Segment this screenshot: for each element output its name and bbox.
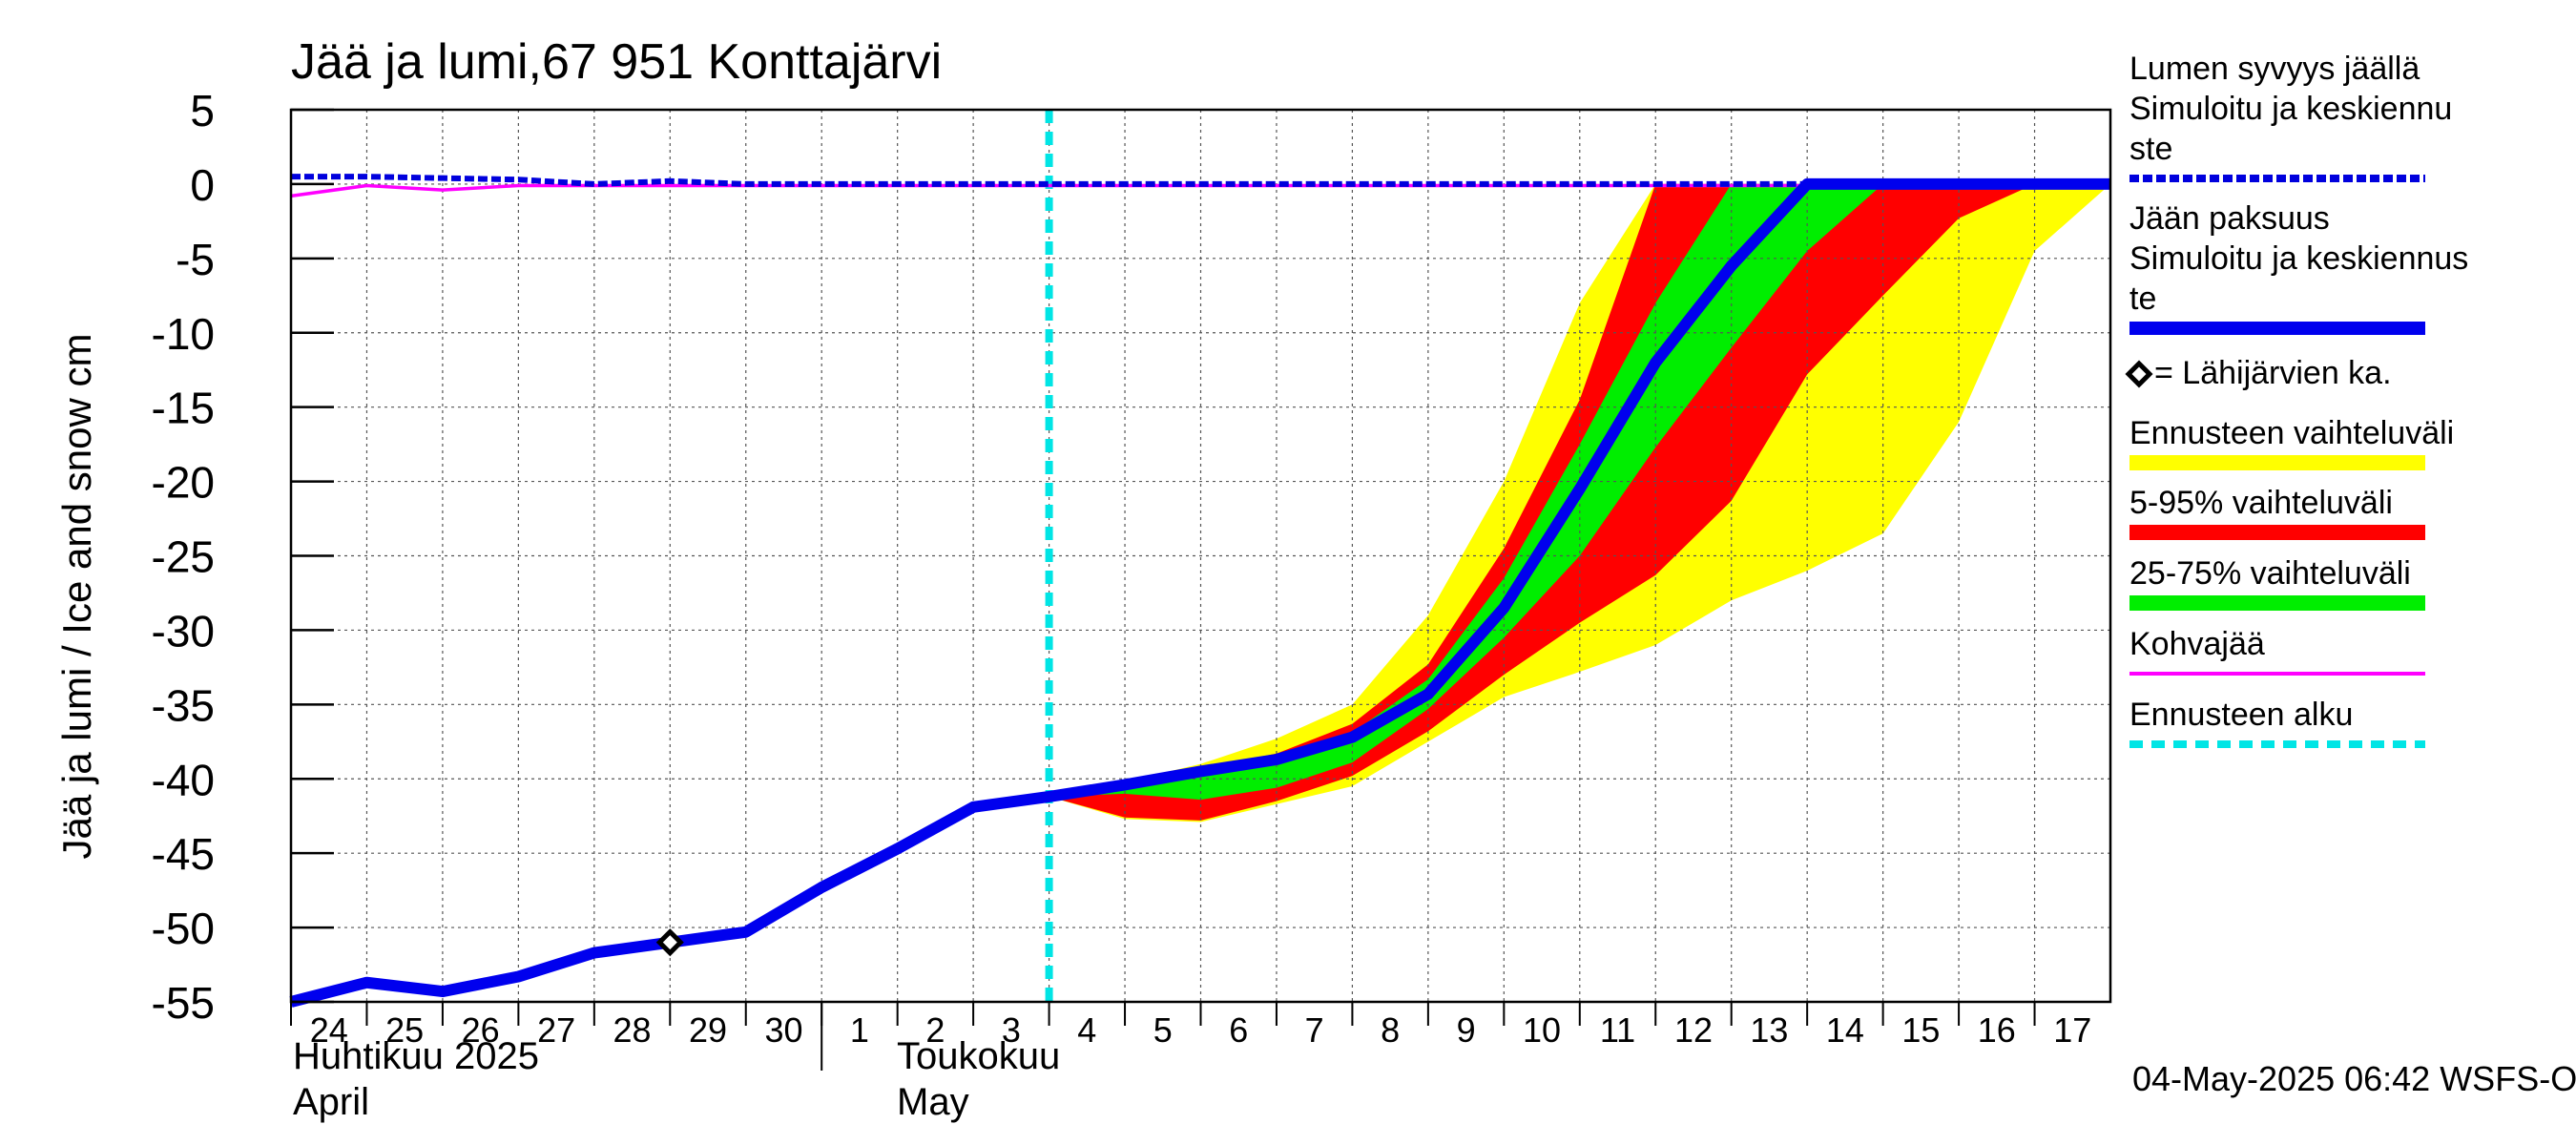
- y-tick-label: -5: [176, 235, 215, 284]
- legend-label: Kohvajää: [2129, 626, 2265, 662]
- legend-label: = Lähijärvien ka.: [2154, 355, 2392, 391]
- legend-label-line2: Simuloitu ja keskiennu: [2129, 91, 2452, 127]
- x-tick-label: 13: [1750, 1010, 1788, 1050]
- x-tick-label: 3: [1002, 1010, 1021, 1050]
- x-tick-label: 2: [925, 1010, 945, 1050]
- legend-label: Lumen syvyys jäällä: [2129, 51, 2420, 87]
- y-axis-label: Jää ja lumi / Ice and snow cm: [54, 334, 99, 860]
- chart-title: Jää ja lumi,67 951 Konttajärvi: [291, 34, 942, 90]
- y-tick-label: -25: [152, 532, 215, 582]
- x-tick-label: 8: [1381, 1010, 1400, 1050]
- x-tick-label: 16: [1978, 1010, 2016, 1050]
- timestamp: 04-May-2025 06:42 WSFS-O: [2132, 1059, 2576, 1098]
- y-tick-label: -40: [152, 755, 215, 804]
- y-tick-label: -45: [152, 829, 215, 879]
- x-tick-label: 4: [1077, 1010, 1096, 1050]
- y-tick-label: 5: [190, 86, 215, 135]
- x-tick-label: 26: [462, 1010, 500, 1050]
- month-label-en: April: [293, 1081, 369, 1123]
- month-label-en: May: [897, 1081, 969, 1123]
- x-tick-label: 17: [2053, 1010, 2091, 1050]
- x-tick-label: 29: [689, 1010, 727, 1050]
- y-tick-label: -15: [152, 384, 215, 433]
- y-tick-label: -55: [152, 978, 215, 1028]
- y-tick-label: -30: [152, 606, 215, 656]
- x-tick-label: 1: [850, 1010, 869, 1050]
- x-tick-label: 15: [1901, 1010, 1940, 1050]
- legend-label-line3: te: [2129, 281, 2156, 317]
- x-tick-label: 24: [310, 1010, 348, 1050]
- x-tick-label: 10: [1523, 1010, 1561, 1050]
- legend-label: Ennusteen vaihteluväli: [2129, 415, 2454, 451]
- y-tick-label: 0: [190, 160, 215, 210]
- legend-label: 25-75% vaihteluväli: [2129, 555, 2411, 592]
- x-tick-label: 28: [613, 1010, 652, 1050]
- x-tick-label: 25: [385, 1010, 424, 1050]
- x-tick-label: 30: [764, 1010, 802, 1050]
- x-tick-label: 27: [537, 1010, 575, 1050]
- legend-marker-icon: [2125, 360, 2153, 388]
- x-tick-label: 9: [1457, 1010, 1476, 1050]
- x-tick-label: 14: [1826, 1010, 1864, 1050]
- y-tick-label: -35: [152, 680, 215, 730]
- x-tick-label: 7: [1305, 1010, 1324, 1050]
- marker-nearby-lakes: [655, 928, 684, 957]
- legend-label-line3: ste: [2129, 131, 2172, 167]
- legend-label: Ennusteen alku: [2129, 697, 2353, 733]
- series-line-ice-thickness: [289, 177, 2110, 1008]
- legend-label-line2: Simuloitu ja keskiennus: [2129, 240, 2468, 277]
- series-lines: [289, 110, 2110, 1008]
- y-tick-label: -20: [152, 458, 215, 508]
- x-tick-label: 6: [1229, 1010, 1248, 1050]
- legend-label: Jään paksuus: [2129, 200, 2330, 237]
- x-tick-label: 12: [1674, 1010, 1713, 1050]
- y-tick-label: -10: [152, 309, 215, 359]
- y-tick-label: -50: [152, 904, 215, 953]
- month-label-fi: Huhtikuu 2025: [293, 1035, 539, 1077]
- legend: Lumen syvyys jäällä Simuloitu ja keskien…: [2125, 51, 2468, 748]
- x-tick-label: 11: [1600, 1010, 1635, 1050]
- legend-label: 5-95% vaihteluväli: [2129, 485, 2393, 521]
- x-tick-label: 5: [1153, 1010, 1173, 1050]
- month-label-fi: Toukokuu: [897, 1035, 1060, 1077]
